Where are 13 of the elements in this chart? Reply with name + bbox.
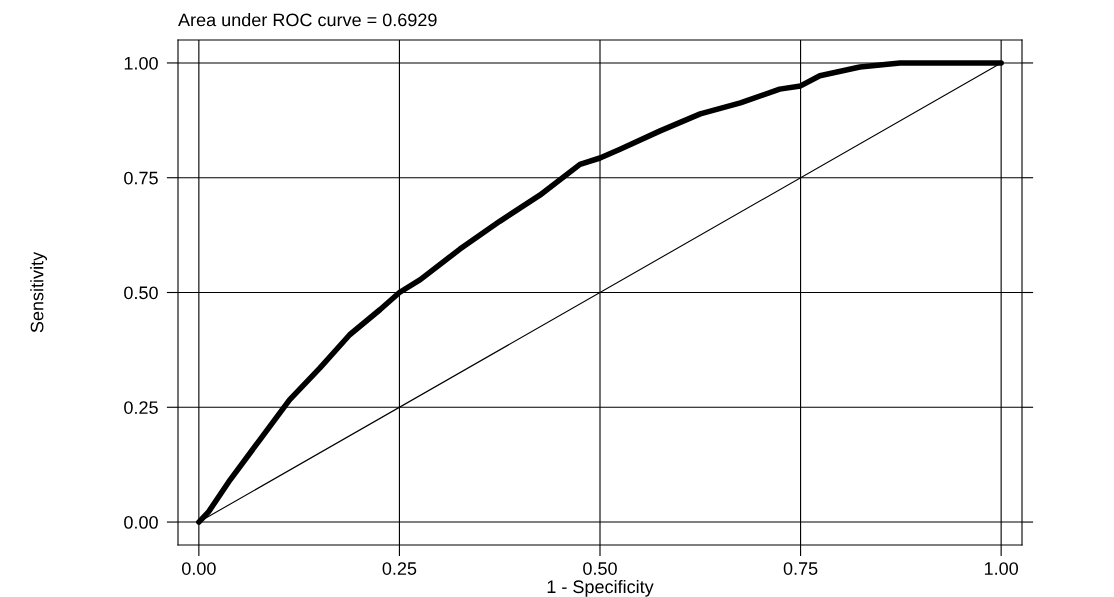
x-tick-label: 1.00 — [984, 562, 1019, 575]
x-tick-label: 0.25 — [382, 562, 417, 575]
y-tick-label: 0.75 — [124, 171, 158, 185]
x-axis-title: 1 - Specificity — [547, 579, 654, 597]
y-tick-label: 1.00 — [124, 56, 158, 70]
y-tick-label: 0.00 — [124, 515, 158, 529]
chart-title: Area under ROC curve = 0.6929 — [178, 13, 437, 27]
x-tick-label: 0.50 — [583, 562, 617, 575]
x-tick-label: 0.00 — [182, 562, 216, 575]
x-tick-label: 0.75 — [783, 562, 818, 575]
y-axis-title: Sensitivity — [30, 251, 48, 333]
y-tick-label: 0.25 — [124, 401, 158, 414]
y-tick-label: 0.50 — [124, 286, 158, 300]
